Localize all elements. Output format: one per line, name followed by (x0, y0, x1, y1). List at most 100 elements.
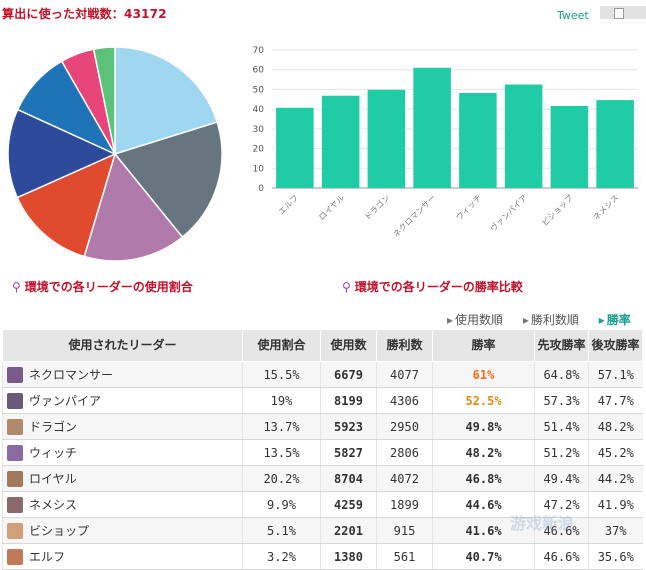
table-row: ドラゴン 13.7% 5923 2950 49.8% 51.4% 48.2% (2, 413, 643, 440)
tweet-button[interactable]: Tweet (557, 9, 589, 22)
battle-count-prefix: 算出に使った対戦数： (2, 7, 125, 21)
pie-caption-text: 環境での各リーダーの使用割合 (24, 280, 193, 294)
share-cell: 13.5% (242, 439, 321, 466)
leader-avatar (7, 419, 23, 436)
x-tick-label: ウィッチ (454, 193, 483, 222)
caret-right-icon: ▸ (447, 313, 454, 327)
header-winrate[interactable]: 勝率 (432, 329, 535, 362)
wins-cell: 2950 (376, 413, 433, 440)
wins-cell: 1899 (376, 491, 433, 518)
leader-cell: ネクロマンサー (2, 361, 243, 388)
pie-slice (113, 121, 223, 239)
pie-slice (92, 46, 116, 155)
winrate-cell: 49.8% (432, 413, 535, 440)
share-cell: 20.2% (242, 465, 321, 492)
share-cell: 19% (242, 387, 321, 414)
table-header-row: 使用されたリーダー 使用割合 使用数 勝利数 勝率 先攻勝率 後攻勝率 (2, 329, 643, 362)
uses-cell: 8704 (320, 465, 377, 492)
leader-name: ヴァンパイア (29, 393, 102, 408)
winrate-cell: 40.7% (432, 543, 535, 570)
bar (596, 100, 634, 188)
bar (459, 92, 497, 188)
sort-by-uses[interactable]: ▸ 使用数順 (447, 313, 504, 327)
second-winrate-cell: 47.7% (588, 387, 643, 414)
first-winrate-cell: 51.4% (534, 413, 589, 440)
bar (550, 105, 589, 188)
uses-cell: 5827 (320, 439, 377, 466)
pie-slice (114, 46, 219, 156)
first-winrate-cell: 46.6% (534, 517, 589, 544)
uses-cell: 1380 (320, 543, 377, 570)
battle-count-value: 43172 (124, 7, 167, 21)
second-winrate-cell: 41.9% (588, 491, 643, 518)
leader-name: ロイヤル (29, 471, 77, 486)
x-tick-label: ヴァンパイア (488, 192, 529, 233)
table-row: エルフ 3.2% 1380 561 40.7% 46.6% 35.6% (2, 543, 643, 570)
bar (504, 84, 543, 188)
header-leader[interactable]: 使用されたリーダー (2, 329, 243, 362)
table-row: ネメシス 9.9% 4259 1899 44.6% 47.2% 41.9% (2, 491, 643, 518)
uses-cell: 2201 (320, 517, 377, 544)
header-share[interactable]: 使用割合 (242, 329, 321, 362)
share-cell: 9.9% (242, 491, 321, 518)
y-tick-label: 60 (253, 66, 265, 76)
winrate-bar-chart: 0 10 20 30 40 50 60 70 エルフ ロイヤル ドラゴン ネクロマンサー ウィッチ ヴァン… (253, 46, 638, 239)
share-cell: 5.1% (242, 517, 321, 544)
y-tick-label: 30 (253, 125, 265, 135)
table-row: ウィッチ 13.5% 5827 2806 48.2% 51.2% 45.2% (2, 439, 643, 466)
leader-cell: ウィッチ (2, 439, 243, 466)
header-first-winrate[interactable]: 先攻勝率 (534, 329, 589, 362)
header-wins[interactable]: 勝利数 (376, 329, 433, 362)
caret-right-icon: ▸ (598, 313, 605, 327)
second-winrate-cell: 45.2% (588, 439, 643, 466)
pie-slice (16, 152, 117, 258)
first-winrate-cell: 49.4% (534, 465, 589, 492)
leader-name: ネクロマンサー (29, 367, 114, 382)
x-tick-label: ネクロマンサー (392, 193, 438, 239)
x-tick-label: ドラゴン (362, 192, 392, 222)
usage-pie-chart (7, 46, 223, 262)
leader-name: ウィッチ (29, 445, 78, 460)
wins-cell: 4077 (376, 361, 433, 388)
winrate-cell: 48.2% (432, 439, 535, 466)
uses-cell: 8199 (320, 387, 377, 414)
header-second-winrate[interactable]: 後攻勝率 (588, 329, 643, 362)
watermark: 游戏新浪 (510, 514, 575, 533)
caret-right-icon: ▸ (522, 313, 529, 327)
table-row: ネクロマンサー 15.5% 6679 4077 61% 64.8% 57.1% (2, 361, 643, 388)
bar (367, 89, 406, 188)
leader-avatar (7, 445, 23, 462)
leader-name: エルフ (29, 549, 66, 564)
header-uses[interactable]: 使用数 (320, 329, 377, 362)
location-pin-icon: ⚲ (12, 280, 21, 294)
sort-by-wins[interactable]: ▸ 勝利数順 (522, 313, 579, 327)
leader-avatar (7, 497, 23, 514)
leader-avatar (7, 367, 23, 384)
x-tick-label: ロイヤル (317, 193, 346, 222)
bar (413, 67, 451, 188)
y-tick-label: 40 (253, 105, 265, 115)
share-icon (614, 8, 624, 19)
pie-slice (7, 108, 117, 199)
second-winrate-cell: 37% (588, 517, 643, 544)
uses-cell: 5923 (320, 413, 377, 440)
table-row: ビショップ 5.1% 2201 915 41.6% 46.6% 37% (2, 517, 643, 544)
second-winrate-cell: 48.2% (588, 413, 643, 440)
location-pin-icon: ⚲ (342, 280, 351, 294)
bar-caption-text: 環境での各リーダーの勝率比較 (354, 280, 523, 294)
leader-name: ビショップ (29, 523, 90, 538)
bar (321, 95, 360, 188)
y-tick-label: 20 (253, 145, 265, 155)
pie-slice (83, 152, 184, 262)
winrate-cell: 41.6% (432, 517, 535, 544)
leader-stats-table: 使用されたリーダー 使用割合 使用数 勝利数 勝率 先攻勝率 後攻勝率 ネクロマ… (2, 329, 643, 570)
share-cell: 3.2% (242, 543, 321, 570)
winrate-cell: 61% (432, 361, 535, 388)
first-winrate-cell: 57.3% (534, 387, 589, 414)
leader-name: ドラゴン (29, 419, 78, 434)
leader-avatar (7, 393, 23, 410)
second-winrate-cell: 44.2% (588, 465, 643, 492)
wins-cell: 4072 (376, 465, 433, 492)
wins-cell: 4306 (376, 387, 433, 414)
first-winrate-cell: 47.2% (534, 491, 589, 518)
